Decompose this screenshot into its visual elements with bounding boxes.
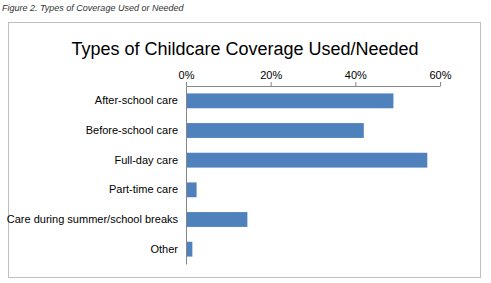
x-tick-label: 40% (345, 69, 367, 81)
caption: Figure 2. Types of Coverage Used or Need… (2, 3, 184, 13)
bar (186, 212, 247, 227)
title: Types of Childcare Coverage Used/Needed (71, 39, 418, 59)
y-tick: Before-school care (86, 124, 186, 136)
x-axis: 0% 20% 40% 60% (179, 69, 452, 87)
y-tick: Full-day care (114, 154, 186, 166)
y-tick-label: Other (150, 243, 178, 255)
y-tick-label: Care during summer/school breaks (7, 213, 179, 225)
x-tick-mark (440, 82, 441, 86)
bar (186, 153, 427, 168)
bars (186, 93, 427, 256)
y-axis: After-school care Before-school care Full-… (7, 87, 187, 265)
bar (186, 93, 393, 108)
y-tick-label: Full-day care (114, 154, 178, 166)
chart: Figure 2. Types of Coverage Used or Need… (0, 0, 491, 283)
y-tick: Other (150, 243, 186, 255)
y-tick: Part-time care (109, 183, 186, 195)
bar (186, 123, 364, 138)
x-tick: 60% (429, 69, 451, 86)
x-tick-label: 0% (179, 69, 195, 81)
x-axis-line (187, 86, 441, 87)
x-tick-label: 20% (260, 69, 282, 81)
chart-frame (9, 23, 481, 278)
x-tick-mark (271, 82, 272, 86)
x-tick-mark (355, 82, 356, 86)
x-tick: 20% (260, 69, 282, 86)
y-tick: Care during summer/school breaks (7, 213, 186, 225)
y-tick: After-school care (95, 94, 186, 106)
x-tick-label: 60% (429, 69, 451, 81)
y-axis-line (186, 87, 187, 265)
x-tick-mark (186, 82, 187, 86)
x-tick: 0% (179, 69, 195, 86)
x-tick: 40% (345, 69, 367, 86)
y-tick-label: Part-time care (109, 183, 178, 195)
y-tick-label: After-school care (95, 94, 178, 106)
y-tick-label: Before-school care (86, 124, 178, 136)
bar (186, 182, 197, 197)
